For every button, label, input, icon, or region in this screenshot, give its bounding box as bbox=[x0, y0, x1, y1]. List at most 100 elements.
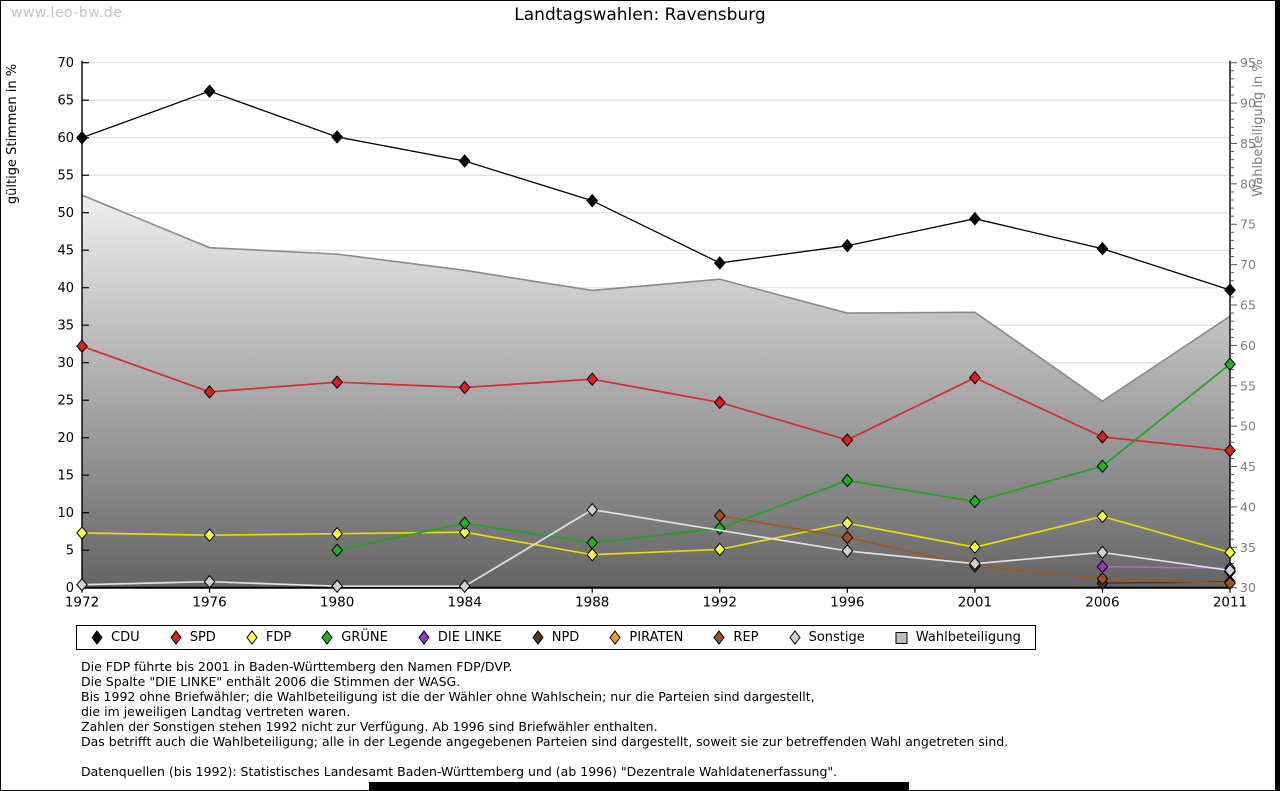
footnote-line-1: Die FDP führte bis 2001 in Baden-Württem… bbox=[81, 659, 513, 674]
series-line-gr-ne bbox=[336, 363, 1231, 552]
legend-label-spd: SPD bbox=[189, 630, 216, 645]
left-tick-label: 60 bbox=[57, 131, 74, 146]
right-axis-label: Wahlbeteiligung in % bbox=[1251, 59, 1266, 196]
left-tick-label: 50 bbox=[57, 206, 74, 221]
data-point-cdu bbox=[203, 84, 216, 98]
legend-square-icon-wahlbeteiligung bbox=[895, 631, 908, 644]
data-point-rep bbox=[1224, 576, 1236, 590]
series-line-spd bbox=[81, 345, 1231, 452]
right-tick-label: 70 bbox=[1240, 257, 1256, 272]
legend-item-die-linke: DIE LINKE bbox=[418, 630, 502, 645]
data-point-sonstige bbox=[458, 579, 471, 593]
legend-label-piraten: PIRATEN bbox=[629, 630, 684, 645]
series-line-fdp bbox=[81, 515, 1231, 556]
data-point-fdp bbox=[203, 528, 216, 542]
footnote-line-2: Die Spalte "DIE LINKE" enthält 2006 die … bbox=[81, 674, 461, 689]
axes: 0 5 10 15 20 25 30 35 40 45 50 55 60 65 70 30 35 40 45 50 55… bbox=[57, 55, 1255, 611]
left-tick-label: 25 bbox=[57, 394, 74, 409]
left-tick-label: 45 bbox=[57, 244, 74, 259]
legend-item-gr-ne: GRÜNE bbox=[321, 630, 388, 645]
legend-diamond-icon-die-linke bbox=[418, 630, 430, 645]
series-cdu bbox=[76, 84, 1236, 297]
footnote-line-5: Zahlen der Sonstigen stehen 1992 nicht z… bbox=[81, 719, 658, 734]
data-point-spd bbox=[1096, 430, 1109, 444]
legend-diamond-icon-piraten bbox=[609, 630, 622, 645]
data-point-gr-ne bbox=[969, 494, 981, 509]
legend-item-piraten: PIRATEN bbox=[609, 630, 683, 645]
legend-label-sonstige: Sonstige bbox=[808, 630, 865, 645]
legend-label-fdp: FDP bbox=[265, 630, 292, 645]
page-title: Landtagswahlen: Ravensburg bbox=[514, 5, 766, 25]
window-right-border bbox=[1275, 1, 1279, 790]
data-point-spd bbox=[458, 380, 471, 395]
right-tick-label: 75 bbox=[1240, 217, 1256, 232]
data-point-gr-ne bbox=[458, 516, 471, 530]
data-point-gr-ne bbox=[1224, 357, 1236, 371]
data-point-rep bbox=[841, 530, 854, 545]
data-point-gr-ne bbox=[586, 535, 599, 550]
data-point-cdu bbox=[1224, 283, 1236, 297]
left-tick-label: 65 bbox=[57, 94, 74, 109]
series-lines bbox=[76, 84, 1236, 593]
legend-diamond-icon-npd bbox=[532, 630, 544, 645]
data-point-cdu bbox=[76, 130, 88, 145]
left-tick-label: 40 bbox=[57, 281, 74, 296]
data-point-fdp bbox=[76, 526, 88, 540]
data-point-sonstige bbox=[969, 556, 981, 571]
right-tick-label: 30 bbox=[1240, 580, 1256, 595]
data-point-cdu bbox=[841, 238, 854, 253]
legend-item-sonstige: Sonstige bbox=[788, 630, 865, 645]
data-point-cdu bbox=[458, 154, 471, 168]
right-tick-label: 40 bbox=[1240, 499, 1256, 514]
data-point-sonstige bbox=[76, 577, 88, 592]
x-tick-label: 2006 bbox=[1085, 595, 1119, 611]
data-point-spd bbox=[586, 372, 599, 386]
data-point-rep bbox=[713, 508, 726, 523]
data-point-fdp bbox=[969, 540, 981, 554]
x-tick-label: 1992 bbox=[703, 595, 737, 611]
data-point-sonstige bbox=[841, 544, 854, 558]
legend-label-npd: NPD bbox=[551, 630, 580, 645]
data-point-spd bbox=[841, 433, 854, 447]
x-tick-label: 2001 bbox=[958, 595, 992, 611]
legend-item-cdu: CDU bbox=[91, 630, 140, 645]
left-axis-label: gültige Stimmen in % bbox=[5, 64, 20, 204]
left-tick-label: 15 bbox=[57, 469, 74, 484]
legend-diamond-icon-rep bbox=[713, 630, 726, 645]
window-bottom-bar bbox=[369, 782, 909, 790]
data-point-sonstige bbox=[1096, 545, 1109, 560]
data-point-rep bbox=[1096, 571, 1109, 586]
right-tick-label: 35 bbox=[1240, 540, 1256, 555]
data-point-fdp bbox=[458, 525, 471, 539]
legend-diamond-icon-gr-ne bbox=[321, 630, 333, 645]
data-point-sonstige bbox=[331, 579, 343, 593]
legend-item-fdp: FDP bbox=[246, 630, 291, 645]
data-point-fdp bbox=[1096, 509, 1109, 524]
watermark: www.leo-bw.de bbox=[11, 5, 123, 21]
right-tick-label: 95 bbox=[1240, 55, 1256, 70]
legend-label-cdu: CDU bbox=[111, 630, 140, 645]
series-gr-ne bbox=[331, 357, 1236, 557]
x-tick-label: 1988 bbox=[575, 595, 609, 611]
legend-label-wahlbeteiligung: Wahlbeteiligung bbox=[915, 630, 1021, 645]
legend-label-gr-ne: GRÜNE bbox=[341, 630, 388, 645]
data-point-fdp bbox=[841, 516, 854, 530]
data-point-cdu bbox=[713, 256, 726, 270]
left-tick-label: 55 bbox=[57, 169, 74, 184]
left-tick-label: 70 bbox=[57, 56, 74, 71]
right-tick-label: 80 bbox=[1240, 176, 1256, 191]
data-point-gr-ne bbox=[841, 473, 854, 488]
election-line-chart: 0 5 10 15 20 25 30 35 40 45 50 55 60 65 70 30 35 40 45 50 55… bbox=[5, 55, 1266, 611]
footnote-line-7 bbox=[81, 749, 1008, 764]
data-point-spd bbox=[203, 385, 216, 399]
legend-item-spd: SPD bbox=[170, 630, 216, 645]
data-point-sonstige bbox=[1224, 563, 1236, 578]
series-fdp bbox=[76, 509, 1236, 562]
data-point-cdu bbox=[1096, 241, 1109, 256]
data-point-gr-ne bbox=[713, 521, 726, 536]
data-point-cdu bbox=[969, 211, 981, 226]
right-tick-label: 60 bbox=[1240, 338, 1256, 353]
footnote-line-8: Datenquellen (bis 1992): Statistisches L… bbox=[81, 764, 838, 779]
footnotes: Die FDP führte bis 2001 in Baden-Württem… bbox=[81, 659, 1008, 779]
